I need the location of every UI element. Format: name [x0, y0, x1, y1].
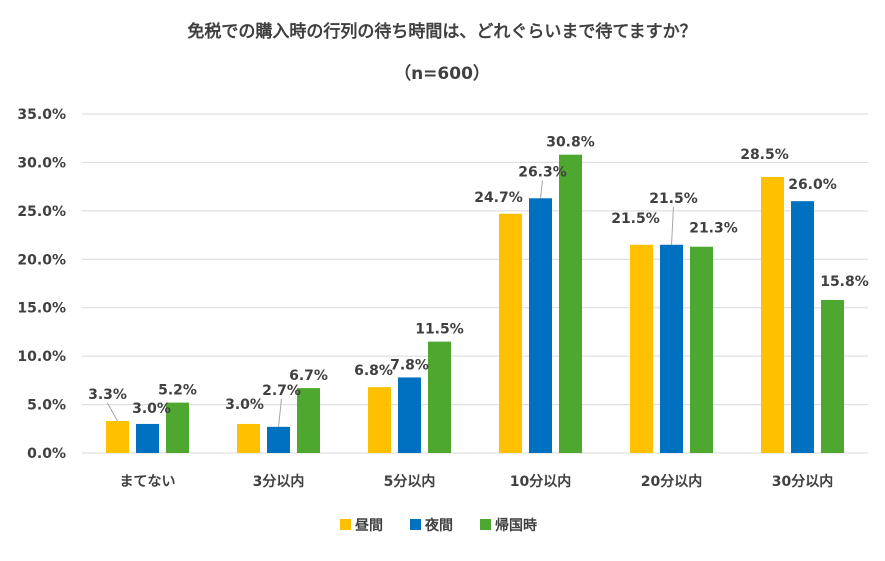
bar [660, 244, 683, 453]
data-label: 30.8% [546, 135, 595, 151]
data-label: 26.0% [788, 177, 837, 193]
data-label: 24.7% [474, 190, 523, 206]
y-tick-label: 25.0% [17, 204, 66, 220]
bar [237, 423, 260, 453]
x-category-label: 20分以内 [641, 473, 702, 490]
data-label: 21.5% [649, 191, 698, 207]
data-label: 21.3% [689, 221, 738, 237]
chart-title: 免税での購入時の行列の待ち時間は、どれぐらいまで待てますか？ [187, 21, 696, 42]
bar [166, 402, 189, 453]
y-tick-label: 10.0% [17, 349, 66, 365]
y-tick-label: 20.0% [17, 252, 66, 268]
data-label: 3.0% [132, 401, 171, 417]
bar [136, 423, 159, 453]
bar [106, 421, 129, 453]
x-category-label: 3分以内 [253, 473, 305, 490]
data-label: 11.5% [415, 322, 464, 338]
bar [791, 201, 814, 453]
bar [529, 198, 552, 453]
bar [267, 426, 290, 453]
legend-label: 帰国時 [495, 517, 537, 534]
data-label: 28.5% [740, 147, 789, 163]
legend-label: 夜間 [424, 517, 453, 534]
data-label-layer: 3.3%3.0%5.2%3.0%2.7%6.7% 6.8%7.8%11.5%24.… [88, 135, 869, 427]
legend-swatch [410, 519, 421, 530]
legend-label: 昼間 [355, 518, 383, 534]
leader-line [107, 402, 118, 422]
x-category-label: まてない [120, 474, 176, 490]
data-label: 7.8% [390, 357, 429, 373]
leader-line [540, 180, 543, 199]
bar [761, 176, 784, 453]
data-label: 3.0% [225, 397, 264, 413]
y-tick-label: 15.0% [17, 301, 66, 317]
y-tick-label: 35.0% [17, 107, 66, 123]
leader-line [278, 398, 282, 427]
grid-layer [82, 113, 868, 454]
data-label: 21.5% [611, 211, 660, 227]
leader-line [671, 206, 674, 245]
bar [398, 377, 421, 453]
chart-subtitle: （n=600） [394, 63, 490, 84]
data-label: 5.2% [158, 383, 197, 399]
legend: 昼間 夜間 帰国時 [340, 517, 537, 534]
data-label: 15.8% [820, 274, 869, 290]
bar [821, 299, 844, 453]
y-axis-ticks: 0.0% 5.0% 10.0% 15.0% 20.0% 25.0% 30.0% 35.0% [17, 107, 66, 462]
bar [630, 244, 653, 453]
x-category-label: 30分以内 [772, 473, 833, 490]
bar-layer [106, 154, 844, 453]
data-label: 6.7% [289, 368, 328, 384]
bar [368, 387, 391, 453]
data-label: 26.3% [518, 164, 567, 180]
x-axis-categories: まてない 3分以内 5分以内 10分以内 20分以内 30分以内 [120, 473, 834, 490]
bar [559, 154, 582, 453]
bar [499, 213, 522, 453]
x-category-label: 5分以内 [384, 473, 436, 490]
y-tick-label: 5.0% [27, 398, 66, 414]
x-category-label: 10分以内 [510, 473, 571, 490]
data-label: 6.8% [354, 363, 393, 379]
y-tick-label: 0.0% [27, 446, 66, 462]
data-label: 2.7% [262, 383, 301, 399]
data-label: 3.3% [88, 387, 127, 403]
y-tick-label: 30.0% [17, 155, 66, 171]
bar [690, 246, 713, 453]
legend-swatch [340, 519, 351, 530]
legend-swatch [480, 519, 491, 530]
bar [297, 388, 320, 453]
bar [428, 341, 451, 453]
